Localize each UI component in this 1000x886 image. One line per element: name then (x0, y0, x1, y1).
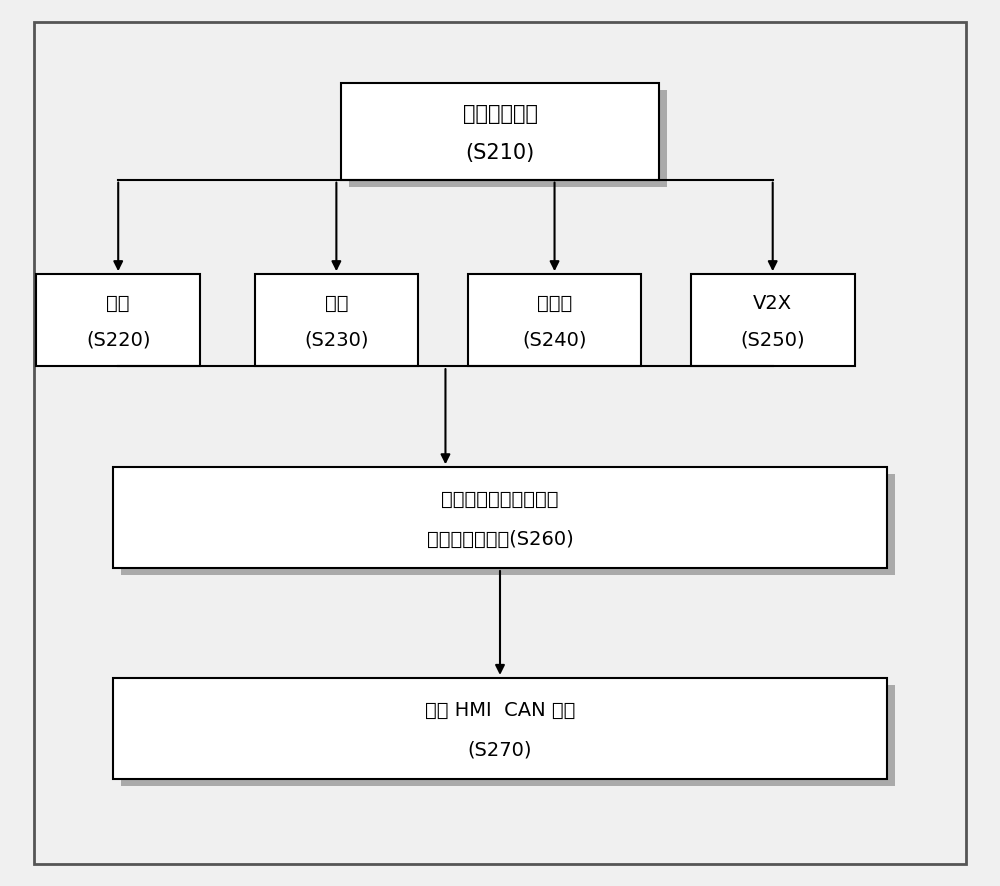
Text: 目标及判断位置(S260): 目标及判断位置(S260) (427, 531, 573, 549)
Bar (691, 274, 855, 366)
Text: 摄像头: 摄像头 (537, 294, 572, 313)
Bar (468, 274, 641, 366)
Text: 激光: 激光 (106, 294, 130, 313)
Bar (36, 274, 200, 366)
Bar (113, 678, 887, 779)
Text: 车辆内整合控制器提取: 车辆内整合控制器提取 (441, 490, 559, 509)
Bar (113, 467, 887, 568)
Text: (S210): (S210) (465, 143, 535, 163)
Text: 雷达: 雷达 (325, 294, 348, 313)
Text: (S230): (S230) (304, 330, 369, 350)
Text: (S270): (S270) (468, 741, 532, 760)
Bar (121, 474, 895, 575)
Text: 开始自动行驶: 开始自动行驶 (463, 104, 538, 124)
Bar (349, 90, 667, 187)
Text: (S220): (S220) (86, 330, 150, 350)
Bar (255, 274, 418, 366)
Text: (S250): (S250) (740, 330, 805, 350)
Text: (S240): (S240) (522, 330, 587, 350)
Bar (341, 83, 659, 180)
Text: 匹配 HMI  CAN 数据: 匹配 HMI CAN 数据 (425, 701, 575, 719)
Bar (121, 685, 895, 786)
Text: V2X: V2X (753, 294, 792, 313)
